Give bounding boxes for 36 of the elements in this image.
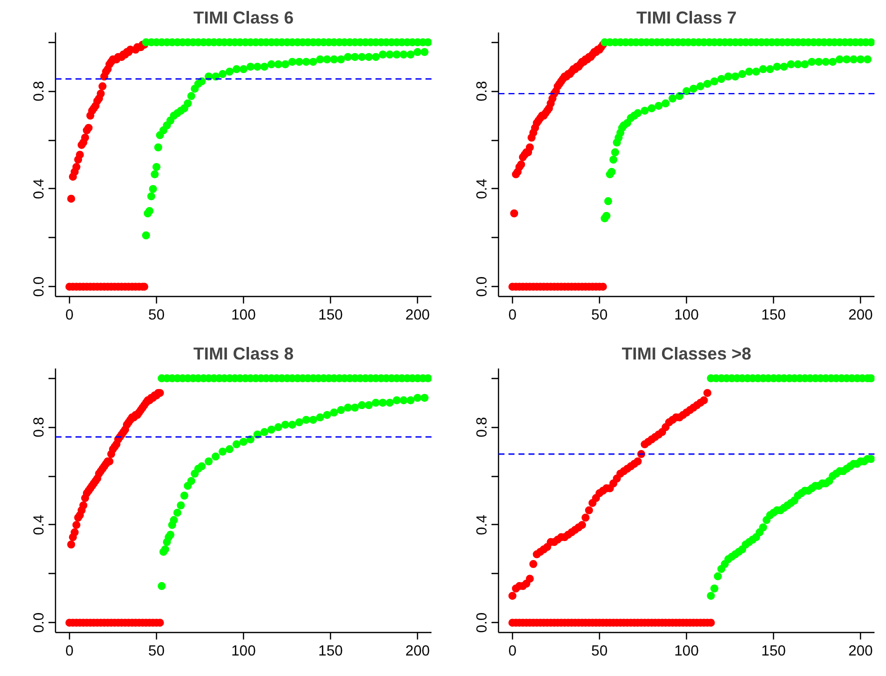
x-tick-label: 0 (65, 644, 74, 660)
x-tick-label: 200 (848, 308, 873, 324)
x-tick-label: 0 (508, 308, 517, 324)
x-tick-label: 100 (674, 644, 699, 660)
x-tick-label: 50 (591, 308, 608, 324)
x-tick-label: 100 (674, 308, 699, 324)
y-tick-label: 0.4 (32, 178, 48, 200)
x-tick-label: 200 (405, 308, 430, 324)
x-tick-label: 150 (318, 644, 343, 660)
x-tick-label: 100 (231, 308, 256, 324)
x-tick-label: 50 (148, 308, 165, 324)
x-tick-label: 200 (405, 644, 430, 660)
y-tick-label: 0.0 (32, 612, 48, 633)
x-tick-label: 0 (508, 644, 517, 660)
y-tick-label: 0.4 (474, 514, 490, 536)
chart-title: TIMI Class 7 (636, 8, 737, 28)
y-tick-label: 0.0 (474, 612, 490, 633)
x-tick-label: 0 (65, 308, 74, 324)
y-tick-label: 0.4 (32, 514, 48, 536)
chart-title: TIMI Class 8 (193, 344, 294, 364)
x-tick-label: 50 (148, 644, 165, 660)
y-tick-label: 0.4 (474, 178, 490, 200)
x-tick-label: 150 (761, 308, 786, 324)
x-tick-label: 150 (761, 644, 786, 660)
y-tick-label: 0.8 (32, 416, 48, 438)
y-tick-label: 0.8 (474, 80, 490, 102)
y-tick-label: 0.0 (32, 276, 48, 297)
x-tick-label: 50 (591, 644, 608, 660)
y-tick-label: 0.0 (474, 276, 490, 297)
x-tick-label: 200 (848, 644, 873, 660)
chart-title: TIMI Classes >8 (622, 344, 752, 364)
chart-title: TIMI Class 6 (193, 8, 294, 28)
y-tick-label: 0.8 (32, 80, 48, 102)
x-tick-label: 150 (318, 308, 343, 324)
x-tick-label: 100 (231, 644, 256, 660)
y-tick-label: 0.8 (474, 416, 490, 438)
